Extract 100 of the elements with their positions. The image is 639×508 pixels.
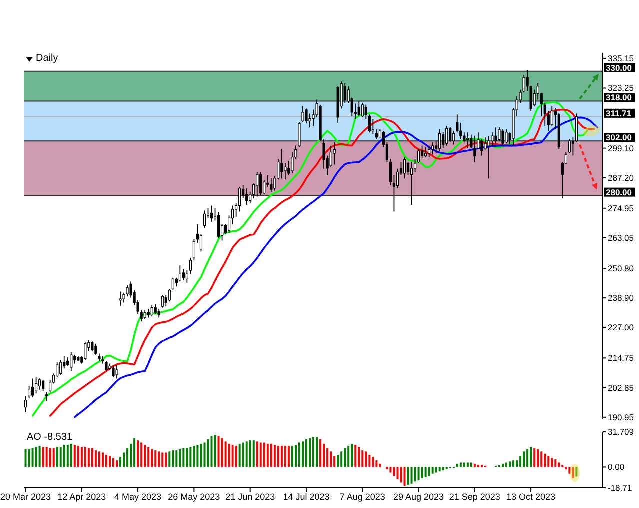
bar	[284, 446, 286, 468]
candlestick	[49, 379, 52, 393]
bar	[80, 447, 83, 468]
bar	[540, 452, 543, 468]
chart-title: AO -8.531	[27, 432, 73, 443]
bar	[277, 446, 280, 468]
bar	[509, 462, 512, 468]
bar	[74, 445, 76, 468]
bar	[140, 442, 143, 468]
candlestick	[31, 378, 34, 398]
bar	[35, 447, 38, 468]
bar	[316, 437, 318, 468]
bar	[151, 449, 154, 468]
bar	[120, 457, 122, 468]
bar	[28, 449, 30, 468]
x-tick-label: 12 Apr 2023	[58, 492, 106, 502]
bar	[108, 456, 111, 468]
bar	[344, 448, 346, 468]
bar	[326, 448, 329, 468]
bar	[158, 452, 160, 468]
bar	[372, 457, 374, 468]
bar	[214, 435, 216, 468]
bar	[249, 440, 252, 468]
bar	[266, 444, 269, 468]
bar	[200, 444, 202, 468]
candlestick	[28, 386, 31, 400]
bar	[298, 442, 300, 468]
bar	[60, 447, 62, 468]
candlestick	[38, 378, 42, 390]
bar	[190, 447, 192, 468]
bar	[435, 467, 438, 473]
bar	[221, 438, 224, 468]
bar	[291, 446, 294, 468]
bar	[280, 446, 283, 468]
candlestick	[24, 396, 28, 413]
candlestick	[116, 364, 118, 380]
bar	[207, 439, 210, 468]
bar	[232, 445, 234, 468]
bar	[274, 445, 276, 468]
bar	[172, 450, 174, 468]
bar	[362, 450, 364, 468]
bar	[238, 444, 241, 468]
candlestick	[91, 340, 94, 352]
bar	[179, 449, 182, 468]
bar	[404, 467, 406, 486]
bar	[182, 448, 185, 468]
bar	[176, 450, 178, 468]
bar	[52, 448, 55, 468]
bar	[544, 454, 546, 468]
x-tick-label: 13 Oct 2023	[506, 492, 556, 502]
bar	[340, 452, 343, 468]
bar	[204, 442, 206, 468]
bar	[38, 446, 41, 468]
bar	[537, 449, 540, 468]
x-tick-label: 26 May 2023	[168, 492, 220, 502]
bar	[421, 467, 424, 478]
bar	[530, 447, 532, 468]
bar	[365, 452, 368, 468]
bar	[302, 442, 304, 468]
bar	[572, 467, 574, 478]
bar	[309, 438, 312, 468]
bar	[554, 459, 557, 468]
bar	[105, 455, 108, 468]
bar	[168, 452, 171, 468]
bar	[576, 467, 578, 477]
bar	[438, 467, 441, 472]
bar	[193, 446, 196, 468]
candlestick	[112, 366, 115, 378]
bar	[77, 446, 80, 468]
bar	[235, 446, 238, 468]
bar	[396, 467, 399, 480]
bar	[320, 439, 322, 468]
bar	[228, 444, 230, 468]
bar	[224, 442, 227, 468]
bar	[428, 467, 430, 476]
bar	[548, 456, 550, 468]
bar	[246, 442, 248, 468]
bar	[442, 467, 444, 471]
y-tick-label: -18.71	[608, 483, 632, 494]
y-tick-label: 0.00	[608, 462, 625, 472]
bar	[376, 460, 378, 468]
bar	[70, 444, 72, 468]
x-tick-label: 29 Aug 2023	[393, 492, 444, 502]
bar	[407, 467, 410, 485]
candlestick	[70, 352, 73, 372]
bar	[42, 447, 44, 468]
bar	[49, 448, 52, 468]
bar	[414, 467, 416, 482]
bar	[368, 455, 371, 468]
candlestick	[94, 343, 98, 356]
candlestick	[84, 342, 87, 360]
bar	[252, 440, 255, 468]
bar	[526, 449, 529, 468]
bar	[196, 445, 199, 468]
bar	[337, 455, 340, 468]
bar	[294, 445, 297, 468]
bar	[63, 445, 66, 468]
bar	[210, 436, 213, 468]
bar	[424, 467, 427, 478]
bar	[112, 458, 114, 468]
